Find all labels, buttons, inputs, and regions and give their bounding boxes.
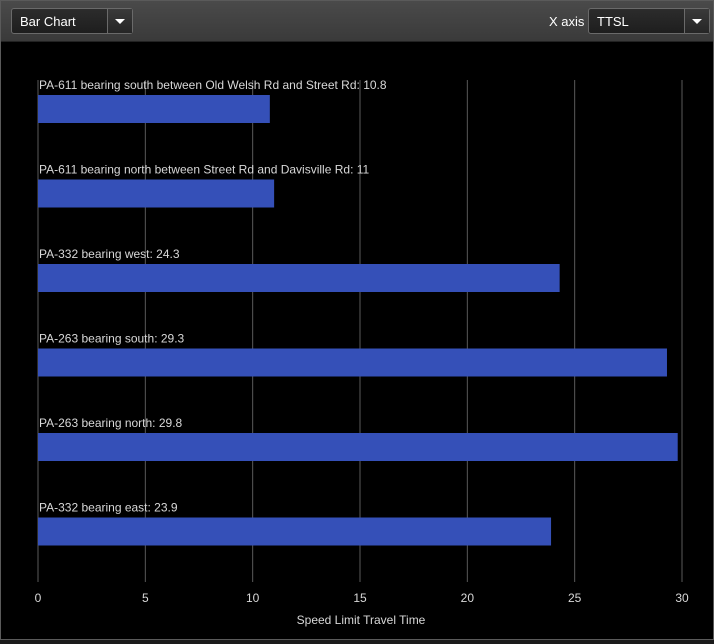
bars <box>38 95 678 546</box>
x-tick-label: 10 <box>246 591 260 605</box>
chevron-down-icon <box>692 19 702 24</box>
x-tick-label: 25 <box>568 591 582 605</box>
plot-area: PA-611 bearing south between Old Welsh R… <box>1 42 713 639</box>
bar-label: PA-263 bearing north: 29.8 <box>39 416 183 430</box>
x-tick-labels: 0 5 10 15 20 25 30 <box>35 591 689 605</box>
bar <box>38 179 275 208</box>
bar-label: PA-611 bearing south between Old Welsh R… <box>39 78 387 92</box>
chart-type-select[interactable]: Bar Chart <box>11 8 133 34</box>
bar-label: PA-263 bearing south: 29.3 <box>39 332 185 346</box>
bar <box>38 95 270 123</box>
bar-label: PA-332 bearing east: 23.9 <box>39 501 178 515</box>
bar <box>38 433 678 461</box>
chart-type-dropdown-button[interactable] <box>107 9 132 33</box>
grid-lines <box>37 80 683 582</box>
bar <box>38 517 552 546</box>
bar-label: PA-332 bearing west: 24.3 <box>39 247 180 261</box>
x-tick-label: 30 <box>675 591 689 605</box>
bar-label: PA-611 bearing north between Street Rd a… <box>39 163 370 177</box>
xaxis-value: TTSL <box>597 14 629 29</box>
x-axis-title: Speed Limit Travel Time <box>297 613 426 627</box>
xaxis-label: X axis <box>549 14 585 29</box>
xaxis-dropdown-button[interactable] <box>684 9 709 33</box>
bar-labels: PA-611 bearing south between Old Welsh R… <box>39 78 387 515</box>
x-tick-label: 15 <box>353 591 367 605</box>
bar <box>38 264 560 292</box>
bar <box>38 348 667 377</box>
x-tick-label: 0 <box>35 591 42 605</box>
x-tick-label: 5 <box>142 591 149 605</box>
xaxis-select[interactable]: TTSL <box>588 8 710 34</box>
chart-toolbar: Bar Chart X axis TTSL <box>1 1 713 42</box>
chevron-down-icon <box>115 19 125 24</box>
chart-type-value: Bar Chart <box>20 14 76 29</box>
bar-chart: PA-611 bearing south between Old Welsh R… <box>35 78 689 627</box>
x-tick-label: 20 <box>461 591 475 605</box>
